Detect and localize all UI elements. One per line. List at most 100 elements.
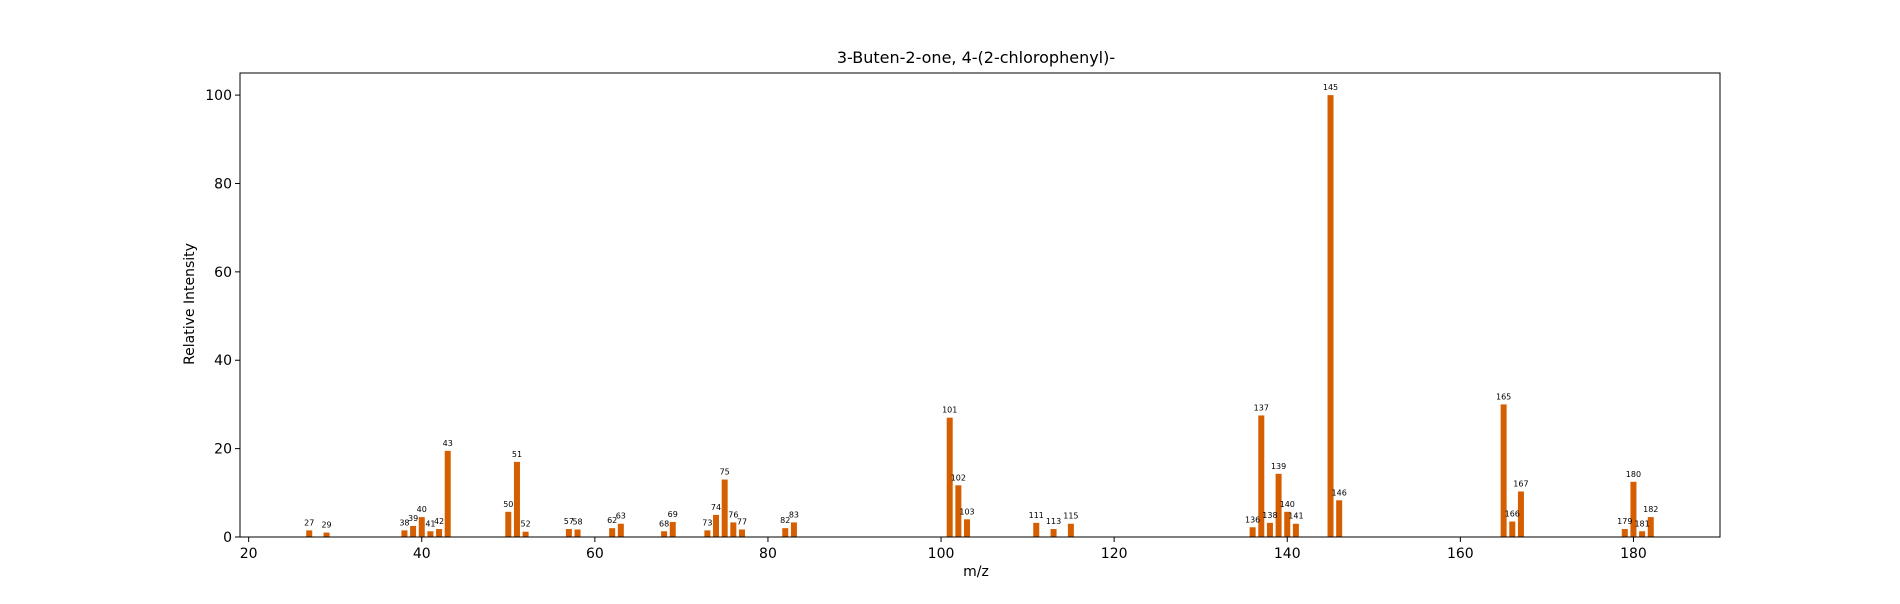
y-tick-label: 20 bbox=[214, 442, 232, 458]
x-tick-label: 180 bbox=[1620, 546, 1647, 562]
bar-label: 73 bbox=[702, 518, 712, 527]
y-tick-label: 100 bbox=[205, 88, 232, 104]
spectrum-bar bbox=[1336, 500, 1343, 537]
spectrum-bar bbox=[1284, 511, 1291, 537]
bar-label: 43 bbox=[443, 439, 453, 448]
bar-label: 140 bbox=[1280, 500, 1295, 509]
bar-label: 52 bbox=[521, 520, 531, 529]
y-tick-label: 60 bbox=[214, 265, 232, 281]
spectrum-bar bbox=[522, 531, 529, 537]
bar-label: 113 bbox=[1046, 517, 1061, 526]
spectrum-bar bbox=[574, 529, 581, 537]
y-axis-label: Relative Intensity bbox=[182, 243, 198, 365]
bar-label: 38 bbox=[399, 518, 409, 527]
bar-label: 102 bbox=[951, 473, 966, 482]
bar-label: 136 bbox=[1245, 515, 1260, 524]
bar-label: 58 bbox=[572, 517, 582, 526]
bar-label: 82 bbox=[780, 516, 790, 525]
bar-label: 76 bbox=[728, 510, 738, 519]
x-tick-label: 100 bbox=[928, 546, 955, 562]
spectrum-bar bbox=[669, 521, 676, 537]
y-tick-label: 0 bbox=[223, 530, 232, 546]
spectrum-bar bbox=[946, 417, 953, 537]
spectrum-bar bbox=[306, 530, 313, 537]
spectrum-bar bbox=[401, 530, 408, 537]
x-tick-label: 80 bbox=[759, 546, 777, 562]
bar-label: 103 bbox=[959, 507, 974, 516]
spectrum-bar bbox=[782, 528, 789, 537]
spectrum-bar bbox=[1067, 523, 1074, 537]
spectrum-bar bbox=[323, 532, 330, 537]
spectrum-bar bbox=[1033, 522, 1040, 537]
bar-label: 165 bbox=[1496, 392, 1511, 401]
bar-label: 179 bbox=[1617, 517, 1632, 526]
spectrum-bar bbox=[1266, 522, 1273, 537]
bar-label: 40 bbox=[417, 505, 427, 514]
spectrum-bar bbox=[418, 517, 425, 537]
spectrum-bar bbox=[721, 479, 728, 537]
spectrum-bar bbox=[609, 528, 616, 537]
bar-label: 180 bbox=[1626, 470, 1641, 479]
bar-label: 111 bbox=[1029, 511, 1044, 520]
spectrum-bar bbox=[1327, 95, 1334, 537]
spectrum-bar bbox=[790, 522, 797, 537]
spectrum-bar bbox=[1249, 527, 1256, 537]
bar-label: 63 bbox=[616, 512, 626, 521]
bar-label: 42 bbox=[434, 517, 444, 526]
bar-label: 141 bbox=[1288, 512, 1303, 521]
bar-label: 57 bbox=[564, 517, 574, 526]
spectrum-bar bbox=[730, 522, 737, 537]
spectrum-bar bbox=[661, 531, 668, 537]
bar-label: 29 bbox=[321, 521, 331, 530]
bar-label: 41 bbox=[425, 519, 435, 528]
x-tick-label: 60 bbox=[586, 546, 604, 562]
bar-label: 75 bbox=[720, 468, 730, 477]
spectrum-bar bbox=[1630, 481, 1637, 537]
spectrum-bar bbox=[1258, 415, 1265, 537]
bar-label: 74 bbox=[711, 503, 721, 512]
x-tick-label: 40 bbox=[413, 546, 431, 562]
x-axis-label: m/z bbox=[963, 564, 989, 580]
plot-frame bbox=[239, 72, 1721, 538]
spectrum-bar bbox=[1647, 517, 1654, 537]
bar-label: 101 bbox=[942, 406, 957, 415]
spectrum-bar bbox=[1050, 529, 1057, 537]
spectrum-bar bbox=[955, 485, 962, 537]
bar-label: 27 bbox=[304, 518, 314, 527]
spectrum-bar bbox=[427, 531, 434, 537]
bar-label: 68 bbox=[659, 519, 669, 528]
spectrum-bar bbox=[436, 529, 443, 537]
bars-layer bbox=[306, 95, 1654, 537]
x-ticks-layer: 20 40 60 80 100 120 140 160 180 bbox=[240, 537, 1647, 562]
spectrum-bar bbox=[1292, 523, 1299, 537]
bar-label: 167 bbox=[1513, 479, 1528, 488]
spectrum-bar bbox=[444, 450, 451, 537]
bar-label: 138 bbox=[1262, 511, 1277, 520]
spectrum-bar bbox=[964, 519, 971, 537]
x-tick-label: 20 bbox=[240, 546, 258, 562]
spectrum-bar bbox=[1500, 404, 1507, 537]
bar-label: 77 bbox=[737, 517, 747, 526]
spectrum-bar bbox=[1517, 491, 1524, 537]
bar-label: 166 bbox=[1505, 510, 1520, 519]
chart-title: 3-Buten-2-one, 4-(2-chlorophenyl)- bbox=[837, 48, 1115, 67]
bar-label: 39 bbox=[408, 514, 418, 523]
spectrum-bar bbox=[505, 511, 512, 537]
bar-label: 51 bbox=[512, 450, 522, 459]
bar-label: 182 bbox=[1643, 505, 1658, 514]
spectrum-bar bbox=[617, 523, 624, 537]
bar-label: 62 bbox=[607, 516, 617, 525]
bar-label: 69 bbox=[668, 510, 678, 519]
x-tick-label: 160 bbox=[1447, 546, 1474, 562]
bar-label: 146 bbox=[1332, 488, 1347, 497]
bar-label: 115 bbox=[1063, 512, 1078, 521]
bar-label: 137 bbox=[1254, 403, 1269, 412]
y-tick-label: 80 bbox=[214, 176, 232, 192]
x-tick-label: 140 bbox=[1274, 546, 1301, 562]
spectrum-bar bbox=[1509, 521, 1516, 537]
spectrum-bar bbox=[738, 529, 745, 537]
bar-label: 83 bbox=[789, 510, 799, 519]
